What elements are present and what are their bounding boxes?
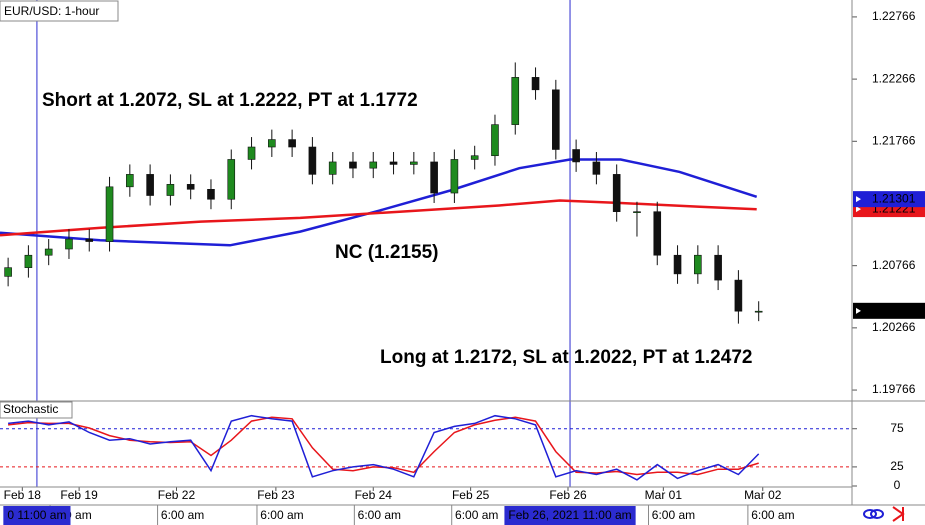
crosshair-label: Feb 26, 2021 11:00 am: [508, 508, 631, 522]
candle-body: [714, 254, 722, 281]
candle-body: [511, 77, 520, 125]
y-tick-label: 1.22766: [872, 9, 916, 23]
x-tick-label: Feb 22: [158, 488, 196, 502]
candle-body: [531, 77, 540, 91]
annotation: Short at 1.2072, SL at 1.2222, PT at 1.1…: [42, 90, 418, 111]
price-label-box: [853, 191, 925, 208]
chart-title: EUR/USD: 1-hour: [4, 4, 99, 18]
x-tick-label: Feb 23: [257, 488, 295, 502]
candle-body: [389, 161, 398, 165]
candle-body: [24, 254, 33, 268]
candle-body: [247, 146, 256, 160]
candle-body: [410, 161, 418, 165]
candle-body: [694, 254, 702, 275]
candle-body: [4, 267, 12, 277]
x-tick-label: Feb 18: [4, 488, 42, 502]
x-tick-label: Mar 01: [645, 488, 683, 502]
time-tick-label: 6:00 am: [358, 508, 401, 522]
y-tick-label: 0: [894, 478, 901, 492]
candle-body: [470, 155, 479, 160]
candle-body: [105, 186, 114, 242]
candle-body: [268, 139, 276, 148]
candle-body: [288, 139, 296, 148]
crosshair-label-box: [3, 506, 71, 525]
crosshair-label-box: [504, 506, 636, 525]
price-label: 1.21301: [872, 191, 916, 205]
time-tick-label: 6:00 am: [161, 508, 204, 522]
indicator-title: Stochastic: [3, 402, 58, 416]
link-icon[interactable]: [870, 509, 884, 519]
crosshair-label: 0 11:00 am: [7, 508, 66, 522]
annotation: Long at 1.2172, SL at 1.2022, PT at 1.24…: [380, 347, 752, 368]
candle-body: [44, 248, 53, 256]
moving-average: [0, 199, 757, 237]
candle-body: [126, 174, 134, 188]
time-tick-label: 6:00 am: [652, 508, 695, 522]
candle-body: [146, 174, 154, 196]
time-tick-label: 6:00 am: [751, 508, 794, 522]
price-label-box: [853, 302, 925, 319]
y-tick-label: 25: [890, 459, 904, 473]
candle-body: [491, 124, 499, 157]
candle-body: [612, 174, 621, 212]
toolbar-icons[interactable]: [863, 506, 905, 522]
candle-body: [85, 238, 94, 242]
annotation: NC (1.2155): [335, 242, 439, 263]
time-tick-label: 6:00 am: [260, 508, 303, 522]
candle-body: [328, 161, 337, 175]
indicator-title-box: [0, 401, 73, 419]
candle-body: [65, 238, 73, 250]
price-label: 1.20403: [872, 303, 916, 317]
y-tick-label: 1.19766: [872, 382, 916, 396]
end-icon[interactable]: [892, 506, 905, 522]
candle-body: [166, 184, 175, 196]
price-label-pointer: [856, 196, 861, 203]
candle-body: [734, 279, 743, 312]
x-tick-label: Feb 26: [549, 488, 587, 502]
candle-body: [308, 146, 317, 175]
price-label-pointer: [856, 206, 861, 213]
moving-average: [0, 158, 758, 247]
time-tick-label: 6:00 am: [455, 508, 498, 522]
y-tick-label: 1.20766: [872, 258, 916, 272]
candle-body: [430, 161, 438, 194]
candle-body: [207, 189, 215, 200]
x-tick-label: Feb 25: [452, 488, 490, 502]
candle-body: [450, 159, 459, 194]
y-tick-label: 1.22266: [872, 71, 916, 85]
candle-body: [592, 161, 601, 175]
candle-body: [572, 149, 580, 163]
title-box: [0, 0, 119, 22]
candle-body: [349, 161, 357, 169]
candle-body: [633, 211, 641, 213]
y-tick-label: 1.21766: [872, 133, 916, 147]
y-tick-label: 1.20266: [872, 320, 916, 334]
price-label-pointer: [856, 307, 861, 314]
candle-body: [552, 89, 560, 150]
x-tick-label: Mar 02: [744, 488, 782, 502]
candle-body: [653, 211, 662, 256]
candle-body: [186, 184, 195, 190]
candle-body: [227, 159, 236, 200]
candle-body: [369, 161, 378, 169]
y-tick-label: 75: [890, 421, 904, 435]
candle-body: [754, 310, 763, 313]
link-icon[interactable]: [863, 509, 877, 519]
stochastic-line: [8, 414, 760, 481]
candle-body: [673, 254, 682, 275]
x-tick-label: Feb 19: [60, 488, 98, 502]
x-tick-label: Feb 24: [355, 488, 393, 502]
